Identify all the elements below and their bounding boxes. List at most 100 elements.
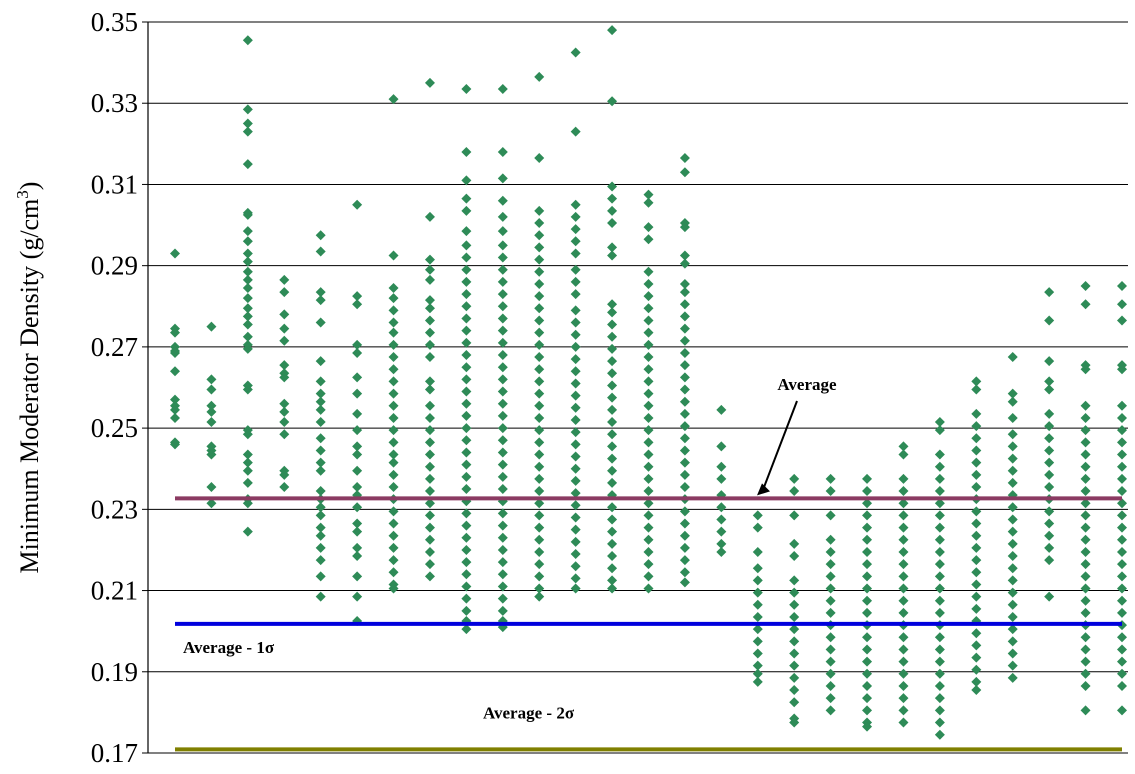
- data-point: [898, 534, 909, 545]
- data-point: [679, 530, 690, 541]
- data-point: [315, 465, 326, 476]
- data-point: [534, 461, 545, 472]
- data-point: [1044, 376, 1055, 387]
- data-point: [388, 364, 399, 375]
- data-point: [971, 664, 982, 675]
- data-point: [934, 546, 945, 557]
- data-point: [315, 230, 326, 241]
- data-point: [352, 199, 363, 210]
- data-point: [424, 352, 435, 363]
- data-point: [643, 412, 654, 423]
- data-point: [497, 435, 508, 446]
- data-point: [388, 449, 399, 460]
- data-point: [607, 404, 618, 415]
- data-point: [643, 315, 654, 326]
- data-point: [315, 530, 326, 541]
- data-point: [242, 118, 253, 129]
- data-point: [1007, 526, 1018, 537]
- data-point: [388, 376, 399, 387]
- data-point: [242, 477, 253, 488]
- data-point: [388, 400, 399, 411]
- data-point: [534, 218, 545, 229]
- data-point: [862, 644, 873, 655]
- data-point: [607, 242, 618, 253]
- data-point: [497, 289, 508, 300]
- data-point: [679, 506, 690, 517]
- data-point: [679, 421, 690, 432]
- data-point: [242, 226, 253, 237]
- data-point: [424, 412, 435, 423]
- data-point: [898, 498, 909, 509]
- data-point: [461, 398, 472, 409]
- data-point: [352, 449, 363, 460]
- data-point: [170, 248, 180, 259]
- data-point: [534, 205, 545, 216]
- data-point: [424, 437, 435, 448]
- data-point: [1117, 498, 1127, 509]
- data-point: [1044, 384, 1055, 395]
- data-point: [934, 693, 945, 704]
- data-point: [424, 211, 435, 222]
- data-point: [898, 717, 909, 728]
- data-point: [497, 252, 508, 263]
- data-point: [752, 611, 763, 622]
- data-point: [643, 352, 654, 363]
- data-point: [643, 510, 654, 521]
- data-point: [1117, 583, 1127, 594]
- data-point: [352, 291, 363, 302]
- data-point: [570, 561, 581, 572]
- data-point: [388, 412, 399, 423]
- data-point: [716, 538, 727, 549]
- data-point: [1117, 644, 1127, 655]
- data-point: [424, 473, 435, 484]
- data-point: [971, 567, 982, 578]
- data-point: [461, 362, 472, 373]
- data-point: [497, 557, 508, 568]
- data-point: [1007, 672, 1018, 683]
- data-point: [1117, 607, 1127, 618]
- data-point: [1044, 421, 1055, 432]
- y-tick-label: 0.23: [91, 494, 138, 524]
- data-point: [898, 571, 909, 582]
- data-point: [424, 510, 435, 521]
- data-point: [242, 104, 253, 115]
- data-point: [1117, 668, 1127, 679]
- data-point: [315, 295, 326, 306]
- data-point: [352, 542, 363, 553]
- average-minus-1-sigma-label: Average - 1σ: [183, 638, 275, 657]
- data-point: [461, 374, 472, 385]
- data-points: [170, 25, 1127, 740]
- data-point: [242, 449, 253, 460]
- data-point: [570, 199, 581, 210]
- data-point: [1007, 587, 1018, 598]
- data-point: [971, 555, 982, 566]
- data-point: [934, 729, 945, 740]
- data-point: [352, 526, 363, 537]
- data-point: [679, 384, 690, 395]
- data-point: [352, 481, 363, 492]
- data-point: [1080, 425, 1091, 436]
- data-point: [679, 258, 690, 269]
- data-point: [424, 522, 435, 533]
- data-point: [679, 445, 690, 456]
- data-point: [607, 25, 618, 36]
- data-point: [607, 205, 618, 216]
- data-point: [825, 546, 836, 557]
- data-point: [607, 453, 618, 464]
- data-point: [1117, 534, 1127, 545]
- data-point: [388, 317, 399, 328]
- data-point: [461, 569, 472, 580]
- data-point: [570, 463, 581, 474]
- data-point: [971, 469, 982, 480]
- data-point: [607, 583, 618, 594]
- data-point: [679, 457, 690, 468]
- data-point: [752, 668, 763, 679]
- data-point: [497, 240, 508, 251]
- data-point: [1080, 364, 1091, 375]
- data-point: [898, 522, 909, 533]
- data-point: [242, 526, 253, 537]
- average-arrowhead: [757, 483, 770, 496]
- average-minus-2-sigma-label: Average - 2σ: [483, 703, 575, 722]
- data-point: [424, 400, 435, 411]
- data-point: [497, 520, 508, 531]
